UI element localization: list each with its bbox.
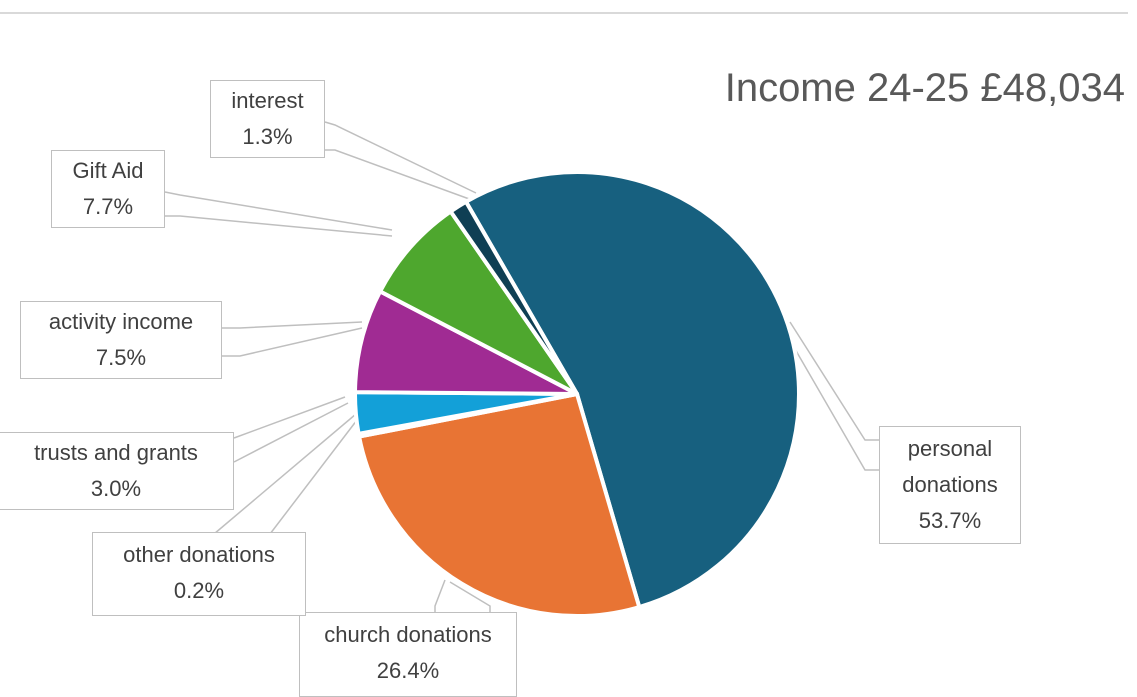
- data-label-gift-aid: Gift Aid 7.7%: [51, 150, 165, 228]
- pie-slice-church-donations: [357, 392, 642, 618]
- slice-label-percent: 7.5%: [95, 345, 147, 370]
- data-label-interest: interest 1.3%: [210, 80, 325, 158]
- slice-label-name: trusts and grants: [34, 440, 198, 465]
- slice-label-percent: 7.7%: [82, 194, 134, 219]
- leader-line-activity-income: [222, 321, 363, 329]
- data-label-church-donations: church donations 26.4%: [299, 612, 517, 697]
- data-label-trusts-and-grants: trusts and grants 3.0%: [0, 432, 234, 510]
- leader-line-other-donations: [213, 413, 357, 535]
- leader-line-gift-aid: [164, 191, 393, 231]
- slice-label-name: other donations: [123, 542, 275, 567]
- data-label-other-donations: other donations 0.2%: [92, 532, 306, 616]
- pie-slice-gift-aid: [378, 209, 579, 396]
- pie-slice-activity-income: [353, 289, 579, 396]
- leader-line-interest-2: [325, 149, 473, 201]
- slice-label-name: Gift Aid: [72, 158, 144, 183]
- leader-line-trusts-and-grants: [233, 396, 346, 439]
- chart-title: Income 24-25 £48,034: [724, 66, 1125, 110]
- slice-label-percent: 3.0%: [90, 476, 142, 501]
- slice-label-percent: 0.2%: [173, 578, 225, 603]
- slice-label-name: personal donations: [902, 436, 998, 497]
- leader-line-interest: [324, 121, 477, 194]
- slice-label-percent: 1.3%: [242, 124, 293, 149]
- pie-slice-interest: [448, 199, 579, 396]
- leader-lines: [164, 121, 880, 612]
- leader-line-other-donations-2: [269, 419, 358, 535]
- slice-label-percent: 53.7%: [918, 508, 982, 533]
- leader-line-trusts-and-grants-2: [233, 402, 349, 463]
- leader-line-church-donations-2: [449, 581, 491, 612]
- pie-slices: [353, 170, 801, 618]
- leader-line-personal-donations: [789, 321, 880, 441]
- data-label-personal-donations: personal donations 53.7%: [879, 426, 1021, 544]
- slice-label-name: church donations: [324, 622, 492, 647]
- data-label-activity-income: activity income 7.5%: [20, 301, 222, 379]
- slice-label-name: interest: [231, 88, 304, 113]
- leader-line-church-donations: [434, 579, 446, 612]
- pie-slice-personal-donations: [464, 170, 801, 610]
- leader-line-personal-donations-2: [783, 329, 880, 471]
- slice-label-percent: 26.4%: [376, 658, 440, 683]
- top-divider: [0, 12, 1128, 14]
- leader-line-activity-income-2: [222, 327, 363, 357]
- slice-label-name: activity income: [48, 309, 194, 334]
- leader-line-gift-aid-2: [165, 215, 393, 237]
